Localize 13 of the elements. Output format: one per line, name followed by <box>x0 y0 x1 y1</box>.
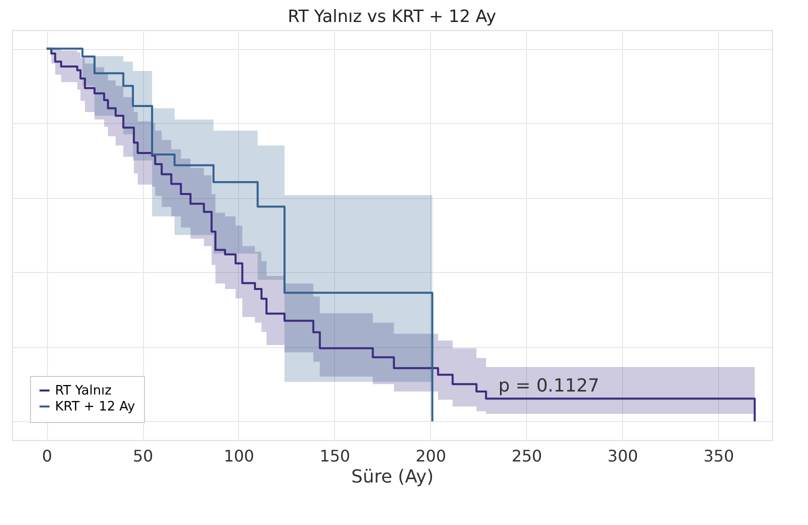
legend-label: KRT + 12 Ay <box>55 400 136 414</box>
chart-title: RT Yalnız vs KRT + 12 Ay <box>288 7 496 27</box>
x-tick-label: 250 <box>512 446 542 466</box>
x-tick-label: 300 <box>608 446 638 466</box>
x-tick-label: 150 <box>320 446 350 466</box>
x-axis-title: Süre (Ay) <box>351 466 434 488</box>
annotation: p = 0.1127 <box>498 376 600 397</box>
x-tick-label: 50 <box>132 446 154 466</box>
x-tick-label: 200 <box>416 446 446 466</box>
x-tick-label: 100 <box>224 446 254 466</box>
x-tick-label: 350 <box>703 446 734 466</box>
x-tick-label: 0 <box>42 446 52 466</box>
legend-label: RT Yalnız <box>55 384 112 398</box>
